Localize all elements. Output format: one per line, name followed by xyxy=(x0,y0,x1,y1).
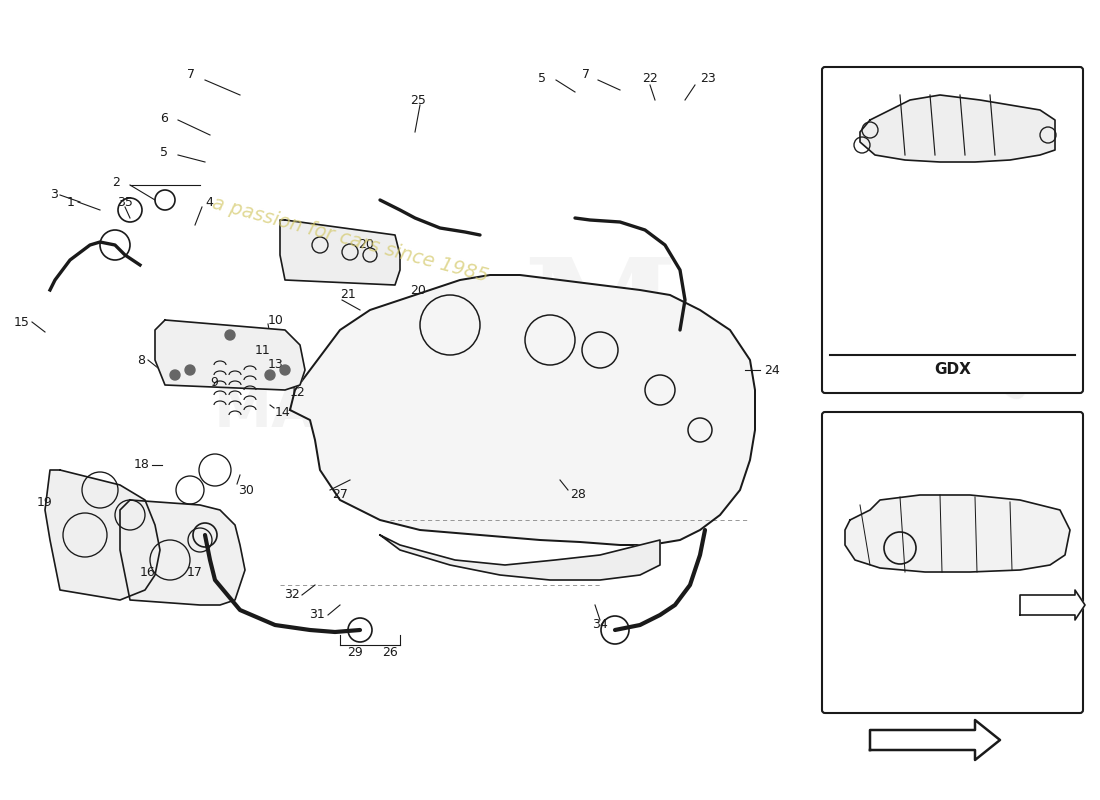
Text: 27: 27 xyxy=(332,489,348,502)
Text: 7: 7 xyxy=(582,69,590,82)
Text: 5: 5 xyxy=(160,146,168,159)
Circle shape xyxy=(265,370,275,380)
Text: 15: 15 xyxy=(14,315,30,329)
Polygon shape xyxy=(155,320,305,390)
Polygon shape xyxy=(120,500,245,605)
FancyBboxPatch shape xyxy=(822,67,1084,393)
Text: 1985: 1985 xyxy=(924,326,1036,414)
Text: 36: 36 xyxy=(1058,74,1074,86)
Polygon shape xyxy=(870,720,1000,760)
Text: 31: 31 xyxy=(309,609,324,622)
Text: 9: 9 xyxy=(210,375,218,389)
Polygon shape xyxy=(860,95,1055,162)
Text: M: M xyxy=(524,253,676,387)
Text: 18: 18 xyxy=(134,458,150,471)
Text: 17: 17 xyxy=(187,566,202,578)
Text: 3: 3 xyxy=(51,189,58,202)
Text: 21: 21 xyxy=(340,289,355,302)
Text: 8: 8 xyxy=(138,354,145,366)
Text: 14: 14 xyxy=(275,406,290,418)
Text: 5: 5 xyxy=(538,71,546,85)
Polygon shape xyxy=(379,535,660,580)
Polygon shape xyxy=(1020,590,1085,620)
Text: 25: 25 xyxy=(410,94,426,106)
Circle shape xyxy=(170,370,180,380)
Text: 4: 4 xyxy=(205,195,213,209)
Circle shape xyxy=(280,365,290,375)
Text: 20: 20 xyxy=(410,283,426,297)
Polygon shape xyxy=(45,470,159,600)
Text: 7: 7 xyxy=(187,69,195,82)
Text: 22: 22 xyxy=(642,71,658,85)
Text: GDX: GDX xyxy=(935,362,971,378)
Text: a passion for cars since 1985: a passion for cars since 1985 xyxy=(210,194,491,286)
Text: 28: 28 xyxy=(570,489,586,502)
Circle shape xyxy=(185,365,195,375)
Text: MASERATI: MASERATI xyxy=(874,209,1025,311)
Text: 12: 12 xyxy=(290,386,306,398)
FancyBboxPatch shape xyxy=(822,412,1084,713)
Text: 30: 30 xyxy=(238,483,254,497)
Text: 32: 32 xyxy=(284,589,300,602)
Text: 24: 24 xyxy=(764,363,780,377)
Text: 35: 35 xyxy=(117,195,133,209)
Text: 29: 29 xyxy=(348,646,363,658)
Circle shape xyxy=(226,330,235,340)
Text: 20: 20 xyxy=(358,238,374,251)
Text: MASERATI: MASERATI xyxy=(213,382,547,438)
Text: 2: 2 xyxy=(112,175,120,189)
Text: 13: 13 xyxy=(268,358,284,371)
Text: 37: 37 xyxy=(887,603,903,617)
Text: 34: 34 xyxy=(592,618,608,631)
Text: 19: 19 xyxy=(36,495,52,509)
Text: 10: 10 xyxy=(268,314,284,326)
Polygon shape xyxy=(845,495,1070,572)
Text: 23: 23 xyxy=(700,71,716,85)
Text: 16: 16 xyxy=(140,566,156,578)
Polygon shape xyxy=(290,275,755,545)
Polygon shape xyxy=(280,220,400,285)
Text: 6: 6 xyxy=(161,111,168,125)
Text: 11: 11 xyxy=(255,343,271,357)
Text: 1: 1 xyxy=(67,195,75,209)
Text: 26: 26 xyxy=(382,646,398,658)
